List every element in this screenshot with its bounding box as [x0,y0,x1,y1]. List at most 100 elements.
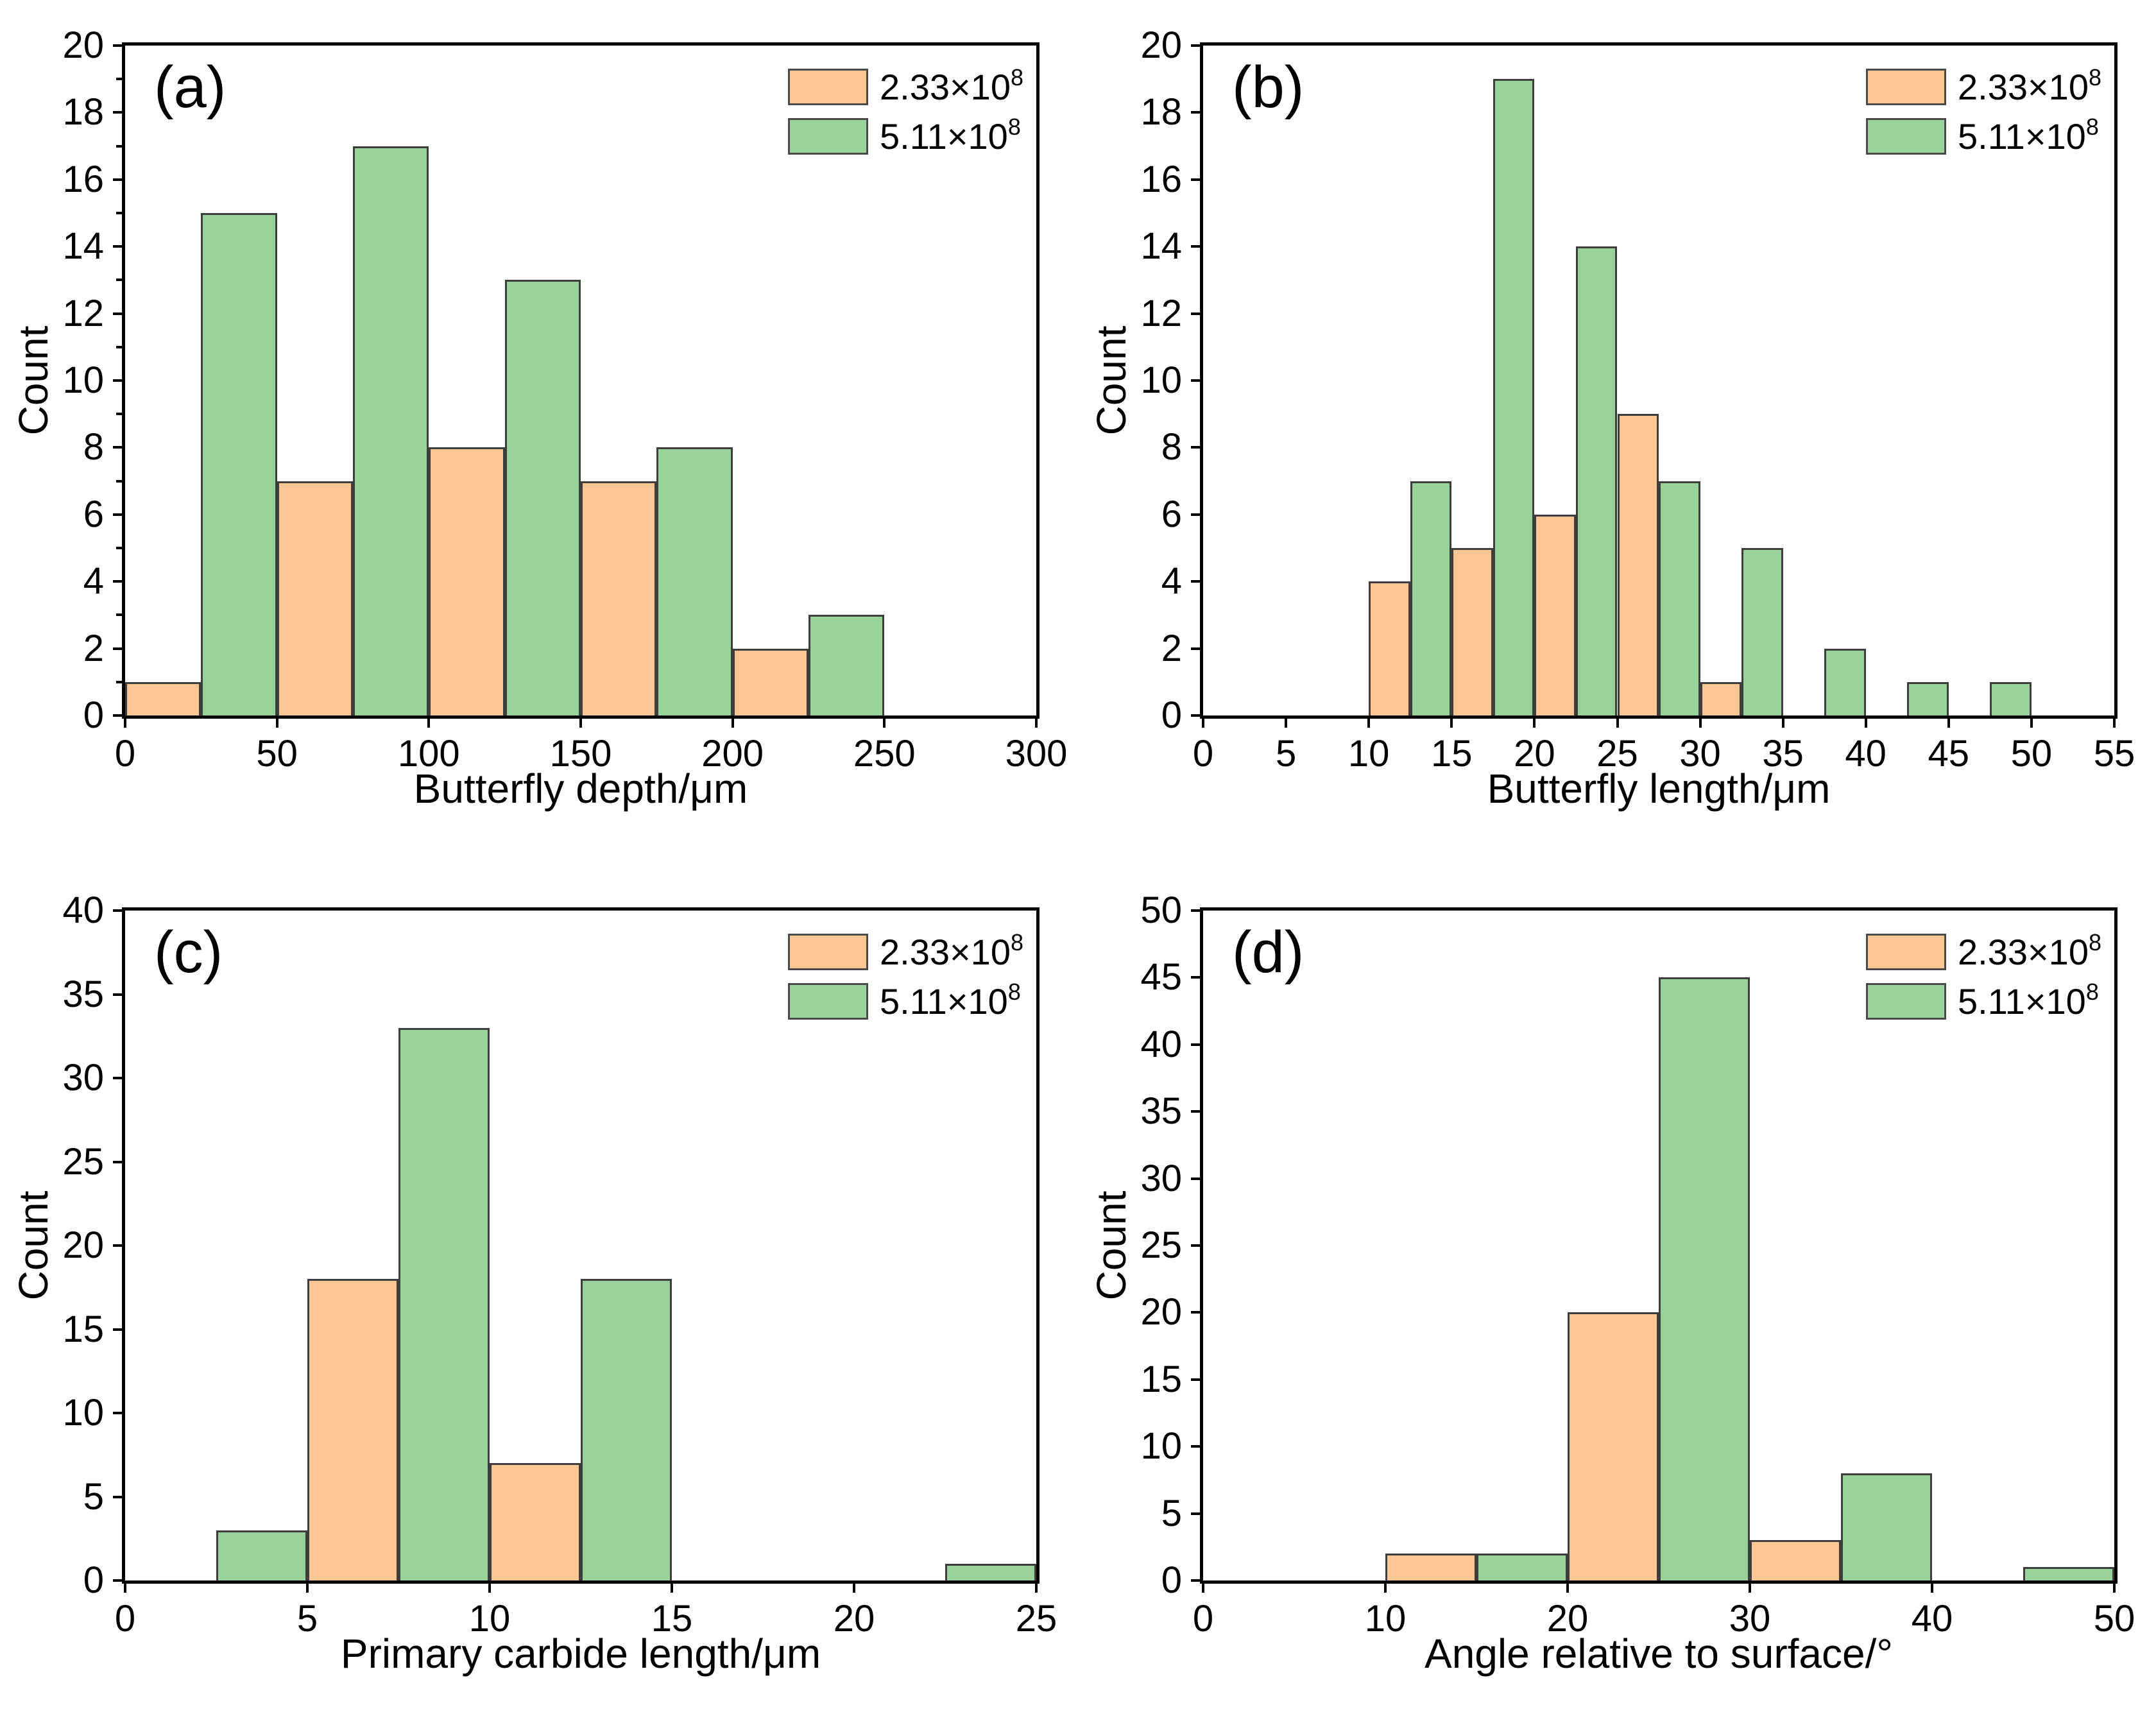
histogram-bar [1824,648,1866,715]
y-tick-label: 10 [1140,359,1182,401]
y-tick-label: 6 [83,493,104,535]
x-axis-title: Butterfly length/μm [1487,766,1831,812]
y-axis-tick [1191,1110,1200,1113]
y-tick-label: 15 [62,1308,104,1350]
x-tick-label: 50 [2010,733,2053,775]
x-axis-tick [427,719,431,728]
x-tick-label: 10 [1348,733,1390,775]
x-tick-label: 20 [1546,1598,1589,1640]
y-axis-tick [113,44,122,47]
x-axis-tick [853,1584,855,1593]
y-axis-tick [1191,1244,1200,1247]
x-tick-label: 300 [1005,733,1068,775]
y-axis-minor-tick [116,547,122,549]
histogram-bar [216,1530,307,1580]
legend-label: 5.11×108 [879,113,1021,157]
y-axis-title: Count [10,325,56,436]
y-tick-label: 18 [62,91,104,133]
x-axis-tick [2030,719,2033,728]
legend-swatch-series2 [787,983,868,1020]
x-tick-label: 45 [1928,733,1970,775]
y-tick-label: 10 [62,359,104,401]
y-axis-tick [113,446,122,449]
x-axis-tick [124,1584,126,1593]
y-tick-label: 12 [1140,292,1182,334]
histogram-bar [1568,1312,1659,1580]
y-axis-tick [113,111,122,114]
y-tick-label: 8 [1161,426,1182,468]
histogram-bar [1659,481,1700,715]
y-tick-label: 5 [1161,1492,1182,1534]
x-axis-tick [1035,719,1038,728]
legend-label: 2.33×108 [879,929,1023,972]
histogram-bar [1369,581,1410,715]
histogram-bar [656,447,733,715]
x-tick-label: 0 [1192,733,1214,775]
x-tick-label: 55 [2093,733,2135,775]
y-tick-label: 16 [62,158,104,200]
legend-swatch-series1 [1865,934,1946,970]
histogram-bar [2023,1567,2114,1580]
y-axis-title: Count [1088,325,1134,436]
x-axis-tick [1931,1584,1933,1593]
legend-item: 5.11×108 [1865,977,2101,1026]
y-tick-label: 50 [1140,889,1182,931]
y-tick-label: 12 [62,292,104,334]
histogram-bar [398,1027,490,1580]
plot-area: (a) 2.33×108 5.11×108 0 50 100 150 200 250 300… [62,27,1067,773]
panel-label: (d) [1232,920,1305,985]
y-axis-tick [113,312,122,315]
x-tick-label: 20 [833,1598,875,1640]
plot-area: (d) 2.33×108 5.11×108 0 10 20 30 40 50 0 5 10 15 2… [1140,892,2135,1638]
x-tick-label: 15 [651,1598,693,1640]
histogram-bar [1741,548,1783,715]
x-tick-label: 50 [2093,1598,2135,1640]
histogram-bar [201,213,277,715]
y-axis-tick [1191,513,1200,516]
panel-d: Count (d) 2.33×108 5.11×108 0 10 20 30 40 50 0… [1078,865,2156,1730]
y-tick-label: 35 [1140,1090,1182,1133]
y-tick-label: 25 [62,1140,104,1183]
y-axis-tick [113,1160,122,1163]
legend-label: 5.11×108 [1957,978,2099,1022]
y-axis-minor-tick [116,413,122,416]
y-axis-tick [113,580,122,583]
y-axis-tick [1191,446,1200,449]
x-axis-title: Angle relative to surface/° [1425,1631,1893,1677]
y-tick-label: 40 [62,889,104,931]
histogram-bar [1990,681,2032,715]
y-axis-tick [1191,245,1200,248]
legend-item: 2.33×108 [1865,927,2101,977]
y-axis-minor-tick [116,212,122,214]
x-axis-tick [2113,719,2116,728]
y-axis-tick [1191,1579,1200,1582]
histogram-bar [1534,514,1576,715]
y-axis-tick [1191,976,1200,979]
y-axis-tick [1191,1311,1200,1314]
y-axis-tick [1191,312,1200,315]
x-tick-label: 100 [397,733,460,775]
x-tick-label: 40 [1911,1598,1953,1640]
y-axis-tick [1191,178,1200,181]
legend: 2.33×108 5.11×108 [787,62,1023,161]
y-axis-minor-tick [116,278,122,282]
y-tick-label: 10 [1140,1425,1182,1468]
y-axis-tick [1191,1512,1200,1515]
histogram-bar [1750,1540,1841,1580]
y-axis-minor-tick [116,345,122,348]
x-tick-label: 40 [1845,733,1887,775]
y-axis-tick [113,245,122,248]
panel-b: Count (b) 2.33×108 5.11×108 0 5 10 15 20 25 30… [1078,0,2156,865]
legend-item: 2.33×108 [787,62,1023,112]
y-tick-label: 25 [1140,1224,1182,1266]
x-axis-tick [1749,1584,1751,1593]
histogram-bar [277,481,353,715]
histogram-bar [1410,481,1452,715]
y-tick-label: 4 [83,560,104,603]
x-axis-tick [1384,1584,1387,1593]
y-axis-tick [113,1244,122,1247]
histogram-bar [353,146,429,715]
histogram-bar [125,681,201,715]
x-axis-tick [883,719,886,728]
